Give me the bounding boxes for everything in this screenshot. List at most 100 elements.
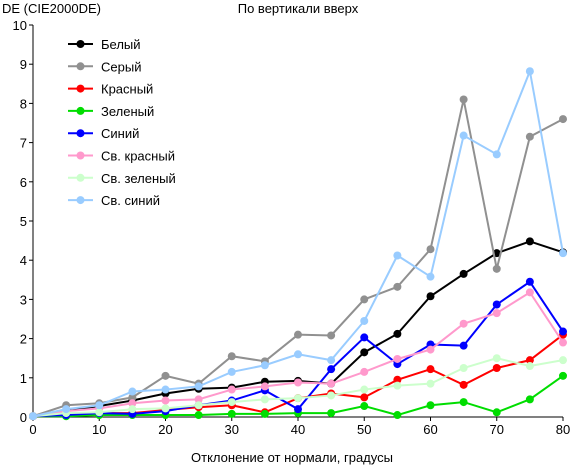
data-point xyxy=(559,338,567,347)
x-tick-label: 30 xyxy=(225,422,239,437)
legend-label: Св. зеленый xyxy=(101,171,176,186)
data-point xyxy=(492,408,501,417)
legend-item: Серый xyxy=(68,59,141,74)
data-point xyxy=(492,150,501,159)
legend-swatch-marker xyxy=(76,62,85,71)
y-tick-label: 10 xyxy=(13,18,27,33)
data-point xyxy=(194,382,203,391)
legend-label: Синий xyxy=(101,126,139,141)
legend-item: Синий xyxy=(68,126,139,141)
data-point xyxy=(327,409,336,418)
data-point xyxy=(327,356,336,365)
x-tick-label: 60 xyxy=(423,422,437,437)
data-point xyxy=(525,277,534,286)
data-point xyxy=(360,402,369,411)
x-axis-label: Отклонение от нормали, градусы xyxy=(191,450,393,465)
data-point xyxy=(327,365,336,374)
legend-swatch-marker xyxy=(76,196,85,205)
data-point xyxy=(294,405,302,414)
data-point xyxy=(525,132,534,141)
legend-swatch-marker xyxy=(76,106,85,115)
data-point xyxy=(559,115,567,124)
data-point xyxy=(492,300,501,309)
data-point xyxy=(426,345,435,354)
x-tick-label: 10 xyxy=(92,422,106,437)
y-tick-label: 0 xyxy=(20,410,27,425)
data-point xyxy=(559,249,567,258)
data-point xyxy=(426,401,435,410)
data-point xyxy=(95,401,104,410)
legend-item: Св. синий xyxy=(68,193,160,208)
y-axis-label: DE (CIE2000DE) xyxy=(2,1,101,16)
data-point xyxy=(327,391,336,400)
data-point xyxy=(227,409,236,418)
x-tick-label: 20 xyxy=(158,422,172,437)
series-line xyxy=(32,240,564,418)
x-tick-label: 70 xyxy=(490,422,504,437)
y-tick-label: 2 xyxy=(20,332,27,347)
data-point xyxy=(194,395,203,404)
data-point xyxy=(459,364,468,372)
data-point xyxy=(161,396,170,405)
data-point xyxy=(128,399,137,408)
data-point xyxy=(161,385,170,394)
data-point xyxy=(294,350,302,359)
data-point xyxy=(426,292,435,301)
data-point xyxy=(128,405,137,414)
data-point xyxy=(525,288,534,297)
series xyxy=(29,354,567,421)
legend-swatch-marker xyxy=(76,151,85,160)
data-point xyxy=(525,67,534,76)
data-point xyxy=(525,237,534,246)
data-point xyxy=(62,405,71,414)
y-tick-label: 1 xyxy=(20,371,27,386)
y-tick-label: 7 xyxy=(20,136,27,151)
x-tick-label: 40 xyxy=(291,422,305,437)
y-tick-label: 5 xyxy=(20,214,27,229)
data-point xyxy=(260,361,269,370)
x-tick-label: 0 xyxy=(29,422,36,437)
legend-label: Белый xyxy=(101,37,141,52)
series xyxy=(29,67,567,421)
data-point xyxy=(294,330,302,339)
legend-swatch-marker xyxy=(76,40,85,48)
y-tick-label: 4 xyxy=(20,253,27,268)
data-point xyxy=(128,387,137,396)
data-point xyxy=(227,385,236,394)
series-line xyxy=(32,67,564,418)
data-point xyxy=(360,333,369,342)
data-point xyxy=(492,354,501,363)
data-point xyxy=(194,401,203,410)
data-point xyxy=(360,367,369,376)
data-point xyxy=(459,380,468,389)
data-point xyxy=(95,408,104,417)
data-point xyxy=(393,411,402,420)
data-point xyxy=(492,364,501,372)
data-point xyxy=(360,393,369,402)
x-tick-label: 50 xyxy=(357,422,371,437)
data-point xyxy=(393,375,402,384)
data-point xyxy=(426,272,435,281)
legend-item: Св. зеленый xyxy=(68,171,176,186)
data-point xyxy=(559,327,567,336)
data-point xyxy=(393,329,402,338)
data-point xyxy=(260,409,269,418)
data-point xyxy=(360,348,369,357)
legend-item: Красный xyxy=(68,82,153,97)
data-point xyxy=(426,365,435,374)
data-point xyxy=(294,378,302,387)
series-layer xyxy=(29,67,567,421)
legend-item: Св. красный xyxy=(68,149,175,164)
data-point xyxy=(459,398,468,407)
legend-swatch-marker xyxy=(76,173,85,182)
y-tick-label: 8 xyxy=(20,96,27,111)
legend-swatch-marker xyxy=(76,129,85,138)
data-point xyxy=(128,393,137,402)
legend-swatch-marker xyxy=(76,84,85,93)
legend-label: Св. красный xyxy=(101,149,175,164)
data-point xyxy=(294,394,302,403)
data-point xyxy=(393,251,402,260)
data-point xyxy=(161,371,170,380)
data-point xyxy=(492,264,501,273)
